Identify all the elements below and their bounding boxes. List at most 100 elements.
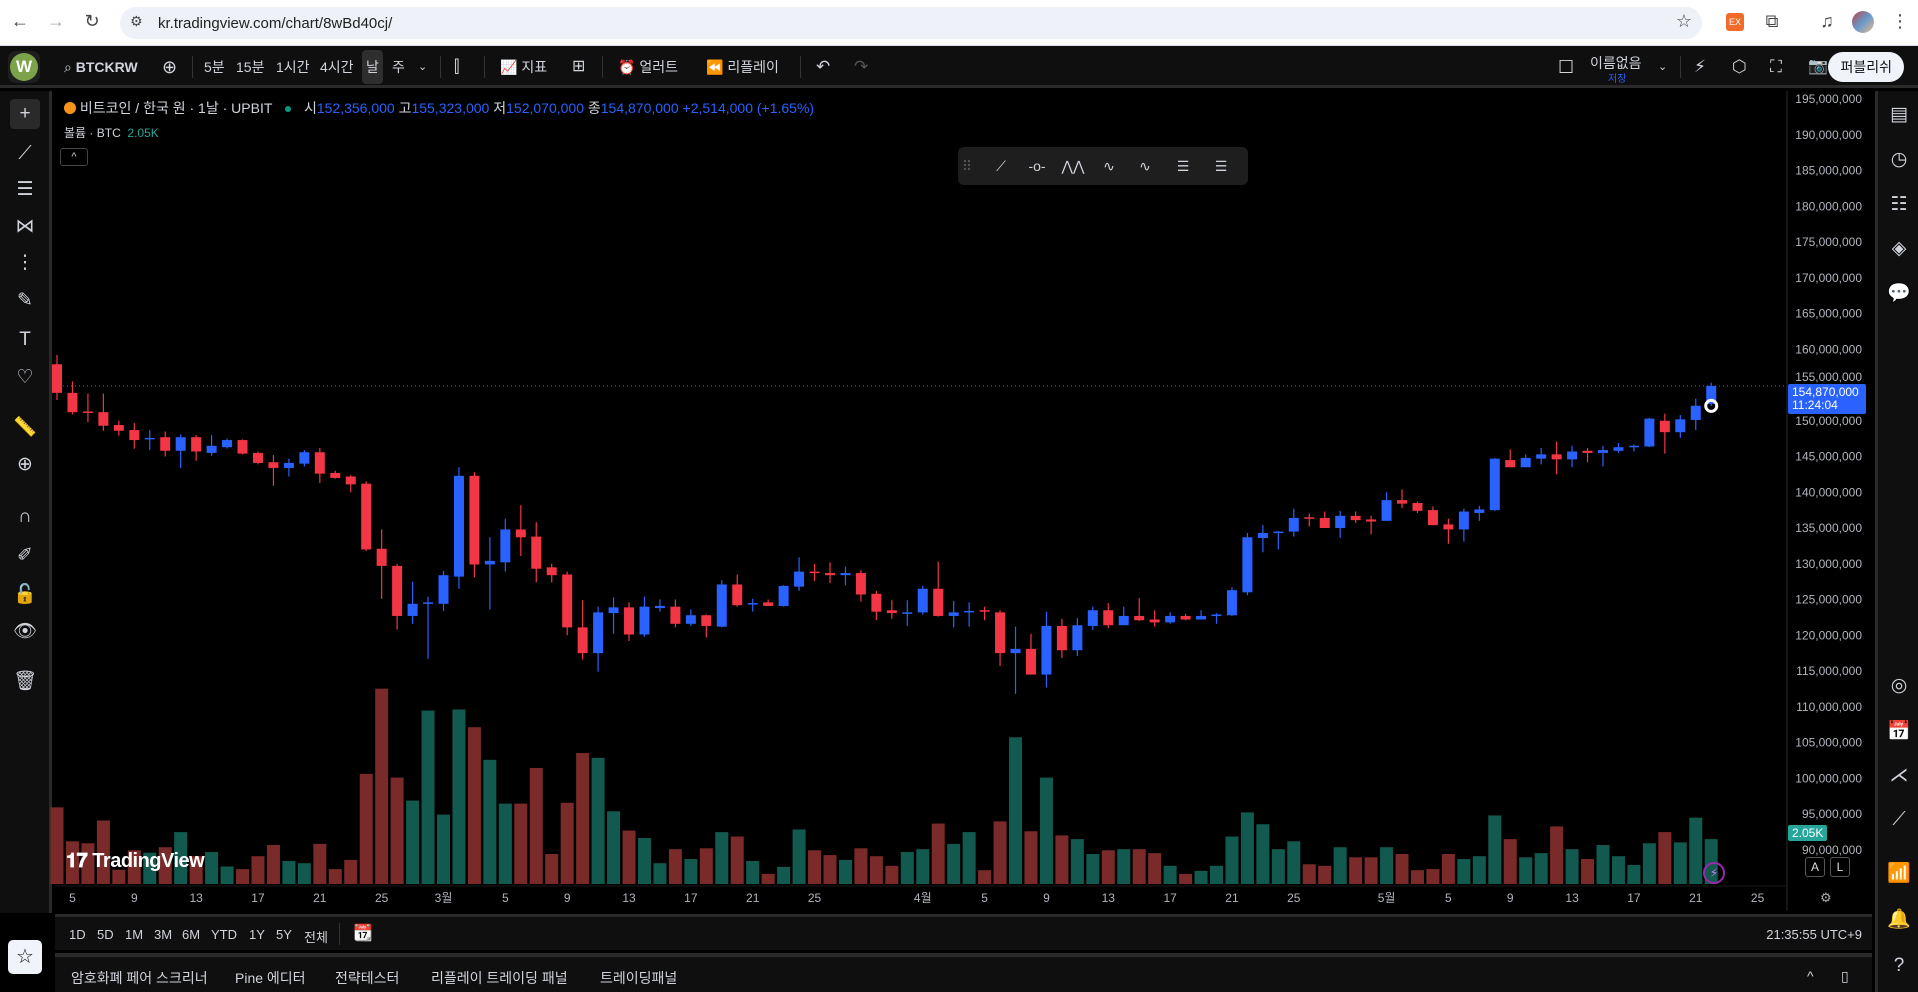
tab-crypto-screener[interactable]: 암호화폐 페어 스크리너 bbox=[71, 970, 208, 986]
options-icon[interactable]: ⋌ bbox=[1889, 765, 1909, 786]
divider bbox=[602, 56, 603, 78]
replay-button[interactable]: ⏪ 리플레이 bbox=[706, 59, 779, 75]
horizontal-ray-tool-icon[interactable]: -o- bbox=[1028, 158, 1046, 174]
drag-handle-icon[interactable]: ⠿ bbox=[961, 158, 973, 174]
zoom-in-icon[interactable]: ⊕ bbox=[17, 454, 33, 475]
time-axis-settings-icon[interactable]: ⚙ bbox=[1820, 890, 1832, 905]
interval-dropdown-chevron-icon[interactable]: ⌄ bbox=[418, 61, 428, 73]
range-6m[interactable]: 6M bbox=[182, 927, 201, 942]
notifications-bell-icon[interactable]: 🔔 bbox=[1887, 909, 1911, 930]
alert-button[interactable]: ⏰ 얼러트 bbox=[618, 59, 678, 75]
undo-icon[interactable]: ↶ bbox=[816, 57, 831, 76]
trading-chart-icon[interactable]: ⟋ bbox=[1892, 809, 1906, 830]
menu-kebab-icon[interactable]: ⋮ bbox=[1891, 11, 1909, 31]
fullscreen-icon[interactable]: ⛶ bbox=[1770, 57, 1782, 76]
layouts-grid-icon[interactable]: ⊞ bbox=[572, 58, 586, 75]
tab-strategy-tester[interactable]: 전략테스터 bbox=[335, 970, 400, 986]
fib-extension-icon[interactable]: ☰ bbox=[1214, 158, 1228, 174]
expand-panel-chevron-icon[interactable]: ^ bbox=[1807, 968, 1814, 984]
chat-icon[interactable]: 💬 bbox=[1887, 283, 1911, 304]
crosshair-icon[interactable]: + bbox=[10, 99, 40, 129]
tab-pine-editor[interactable]: Pine 에디터 bbox=[235, 970, 306, 986]
alarm-clock-icon: ⏰ bbox=[618, 59, 636, 75]
divider bbox=[192, 56, 193, 78]
symbol-title[interactable]: 비트코인 / 한국 원 · 1날 · UPBIT bbox=[79, 100, 273, 116]
collapse-legend-chevron-icon[interactable]: ^ bbox=[60, 148, 88, 166]
broadcast-icon[interactable]: 📶 bbox=[1887, 863, 1911, 884]
candles-chart-type-icon[interactable]: ⫿ bbox=[454, 57, 460, 76]
tab-trading-panel[interactable]: 트레이딩패널 bbox=[600, 970, 678, 986]
interval-15m[interactable]: 15분 bbox=[236, 59, 265, 75]
indicators-button[interactable]: 📈 지표 bbox=[500, 59, 548, 75]
watchlist-star-icon[interactable]: ☆ bbox=[8, 940, 42, 974]
text-icon[interactable]: T bbox=[19, 329, 31, 350]
go-to-date-calendar-icon[interactable]: 📆 bbox=[353, 925, 373, 942]
symbol-search-button[interactable]: ⌕ BTCKRW bbox=[64, 59, 138, 75]
interval-5m[interactable]: 5분 bbox=[204, 59, 225, 75]
interval-1w[interactable]: 주 bbox=[392, 59, 405, 75]
layout-chevron-icon[interactable]: ⌄ bbox=[1658, 61, 1668, 73]
range-5y[interactable]: 5Y bbox=[276, 927, 292, 942]
range-3m[interactable]: 3M bbox=[154, 927, 173, 942]
magnet-icon[interactable]: ∩ bbox=[18, 506, 32, 527]
profile-avatar[interactable] bbox=[1852, 11, 1874, 33]
range-all[interactable]: 전체 bbox=[304, 930, 328, 945]
media-control-icon[interactable]: ♫ bbox=[1820, 11, 1834, 31]
layout-name[interactable]: 이름없음 bbox=[1590, 55, 1642, 71]
tab-replay-trading-panel[interactable]: 리플레이 트레이딩 패널 bbox=[431, 970, 568, 986]
publish-button[interactable]: 퍼블리쉬 bbox=[1828, 52, 1904, 82]
compare-add-icon[interactable]: ⊕ bbox=[162, 57, 178, 77]
trash-icon[interactable]: 🗑 bbox=[12, 671, 38, 692]
layers-icon[interactable]: ◈ bbox=[1891, 238, 1907, 259]
trend-line-tool-icon[interactable]: ⟋ bbox=[996, 158, 1006, 174]
trend-line-icon[interactable]: ⟋ bbox=[18, 143, 32, 164]
reload-icon[interactable]: ↻ bbox=[84, 11, 100, 31]
extension-ex-icon[interactable]: EX bbox=[1726, 13, 1744, 31]
range-1y[interactable]: 1Y bbox=[249, 927, 265, 942]
lock-icon[interactable]: 🔓 bbox=[13, 584, 37, 605]
log-scale-button[interactable]: L bbox=[1830, 857, 1850, 877]
settings-hexagon-icon[interactable]: ⬡ bbox=[1732, 57, 1747, 76]
fib-retracement-icon[interactable]: ☰ bbox=[16, 179, 34, 200]
camera-snapshot-icon[interactable]: 📷 bbox=[1808, 58, 1828, 75]
range-1d[interactable]: 1D bbox=[69, 927, 86, 942]
layout-square-icon[interactable]: ☐ bbox=[1558, 57, 1575, 77]
help-icon[interactable]: ? bbox=[1893, 955, 1905, 976]
screener-target-icon[interactable]: ◎ bbox=[1890, 675, 1908, 696]
redo-icon[interactable]: ↷ bbox=[854, 57, 869, 76]
lightning-news-icon[interactable]: ⚡ bbox=[1703, 862, 1725, 884]
brush-icon[interactable]: ✎ bbox=[17, 290, 33, 311]
interval-1d-active[interactable]: 날 bbox=[362, 50, 383, 84]
fib-channel-icon[interactable]: ☰ bbox=[1176, 158, 1190, 174]
extensions-puzzle-icon[interactable]: ⧉ bbox=[1765, 11, 1779, 31]
abcd-pattern-icon[interactable]: ∿ bbox=[1139, 158, 1151, 174]
forward-icon[interactable]: → bbox=[47, 11, 65, 31]
interval-4h[interactable]: 4시간 bbox=[320, 59, 354, 75]
auto-scale-button[interactable]: A bbox=[1805, 857, 1825, 877]
pattern-icon[interactable]: ⋈ bbox=[15, 216, 35, 237]
range-5d[interactable]: 5D bbox=[97, 927, 114, 942]
xabcd-pattern-icon[interactable]: ⋀⋀ bbox=[1061, 158, 1085, 174]
timezone-clock[interactable]: 21:35:55 UTC+9 bbox=[1766, 927, 1862, 942]
back-icon[interactable]: ← bbox=[11, 11, 29, 31]
site-settings-icon[interactable]: ⚙ bbox=[130, 13, 143, 29]
heart-icon[interactable]: ♡ bbox=[16, 367, 34, 388]
lock-pencil-icon[interactable]: ✐ bbox=[17, 545, 33, 566]
object-tree-icon[interactable]: ☷ bbox=[1890, 194, 1908, 215]
range-1m[interactable]: 1M bbox=[125, 927, 144, 942]
chart-pane[interactable] bbox=[55, 91, 1872, 911]
elliott-wave-icon[interactable]: ∿ bbox=[1103, 158, 1115, 174]
alerts-clock-icon[interactable]: ◷ bbox=[1890, 149, 1908, 170]
user-avatar[interactable]: W bbox=[8, 51, 40, 83]
bookmark-star-icon[interactable]: ☆ bbox=[1675, 11, 1693, 31]
calendar-icon[interactable]: 📅 bbox=[1887, 721, 1911, 742]
maximize-panel-icon[interactable]: ▯ bbox=[1841, 968, 1849, 984]
range-ytd[interactable]: YTD bbox=[211, 927, 237, 942]
quick-search-icon[interactable]: ⚡ bbox=[1694, 57, 1706, 76]
prediction-icon[interactable]: ⋮ bbox=[15, 252, 35, 273]
ruler-icon[interactable]: 📏 bbox=[13, 417, 37, 438]
eye-icon[interactable]: 👁 bbox=[12, 621, 38, 642]
watchlist-icon[interactable]: ▤ bbox=[1890, 104, 1908, 125]
interval-1h[interactable]: 1시간 bbox=[276, 59, 310, 75]
address-bar[interactable]: ⚙ kr.tradingview.com/chart/8wBd40cj/ bbox=[120, 7, 1702, 39]
